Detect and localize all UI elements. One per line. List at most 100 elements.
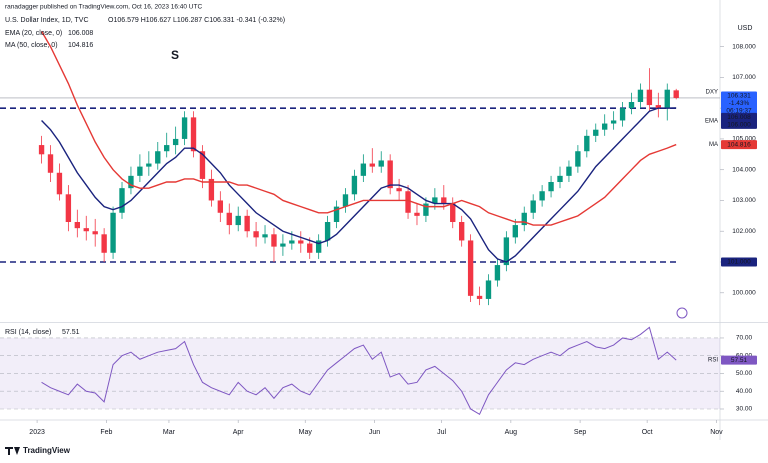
legend-value: 104.816 (68, 42, 93, 49)
price-tag-symbol: DXY (706, 90, 718, 96)
candle-body (324, 222, 331, 241)
candle-body (664, 89, 670, 109)
candle-body (65, 194, 72, 222)
candle-body (289, 240, 295, 244)
x-tick-label: Jul (437, 429, 446, 436)
candle-body (575, 151, 581, 167)
candle-body (450, 203, 456, 222)
candle-body (530, 200, 536, 213)
x-tick-label: Oct (642, 429, 653, 436)
candle-body (217, 200, 224, 213)
candle-body (262, 234, 268, 238)
candle-body (387, 160, 393, 189)
candle-body (235, 215, 241, 226)
candle-body (119, 188, 125, 213)
currency-label: USD (738, 25, 753, 32)
candle-body (423, 203, 429, 216)
rsi-tag-label: RSI (708, 358, 718, 364)
y-tick-label: 103.000 (732, 197, 756, 204)
price-tag-text: 106.331 (727, 93, 751, 100)
price-tag (721, 140, 757, 150)
indicator-icon (676, 307, 688, 319)
plot: 100.000 101.000 102.000 103.000 104.000 105.0… (0, 30, 757, 436)
legend-name: MA (50, close, 0) (5, 42, 58, 49)
candle-body (190, 117, 197, 152)
price-tag (721, 91, 757, 115)
y-tick-label: 107.000 (732, 74, 756, 81)
rsi-legend-value: 57.51 (62, 329, 80, 336)
candle-body (602, 123, 608, 130)
source-line: ranadagger published on TradingView.com,… (5, 4, 202, 11)
candle-body (548, 182, 554, 192)
candle-body (467, 240, 474, 296)
candle-body (101, 234, 107, 253)
candle-body (512, 225, 518, 238)
candle-body (155, 151, 161, 164)
candle-body (172, 138, 179, 146)
x-tick-label: Nov (710, 429, 723, 436)
candle-body (342, 194, 349, 207)
candle-body (432, 197, 438, 204)
price-tag-text: -1.43% (729, 100, 750, 107)
price-tag-text: 104.816 (727, 141, 751, 148)
annotation: S (171, 48, 179, 62)
candle-body (637, 89, 644, 102)
candle-body (164, 145, 170, 152)
price-tag-text: 106.008 (727, 114, 751, 121)
candle-body (441, 197, 447, 204)
candle-body (199, 151, 206, 179)
footer-logo: TradingView (23, 446, 71, 455)
candle-body (646, 89, 653, 106)
legend-name: EMA (20, close, 0) (5, 30, 62, 37)
candle-body (521, 212, 527, 226)
candle-body (244, 215, 250, 232)
candle-body (47, 154, 54, 173)
y-tick-label: 102.000 (732, 228, 756, 235)
candle-body (146, 163, 152, 167)
x-tick-label: Aug (505, 429, 518, 436)
candle-body (494, 265, 501, 281)
candle-body (405, 191, 411, 213)
price-tag (721, 112, 757, 129)
candle-body (110, 212, 116, 253)
x-tick-label: Jun (369, 429, 380, 436)
x-tick-label: May (299, 429, 313, 436)
indicator-line (40, 30, 677, 226)
candle-body (503, 237, 510, 266)
x-tick-label: 2023 (29, 429, 45, 436)
price-tag-text: 06:19:37 (726, 108, 752, 115)
ma-tag-label: MA (709, 142, 718, 148)
candle-body (619, 108, 626, 121)
y-tick-label: 50.00 (736, 370, 753, 377)
candle-body (298, 240, 304, 244)
y-tick-label: 104.000 (732, 166, 756, 173)
candle-body (92, 231, 98, 235)
candle-body (458, 222, 465, 241)
y-tick-label: 105.000 (732, 136, 756, 143)
candle-body (315, 240, 322, 253)
candle-body (414, 212, 420, 216)
candle-body (485, 280, 492, 299)
x-tick-label: Apr (233, 429, 245, 436)
candle-body (307, 243, 313, 253)
y-tick-label: 100.000 (732, 289, 756, 296)
candle-body (396, 188, 402, 192)
candle-body (333, 206, 340, 222)
y-tick-label: 70.00 (736, 335, 753, 342)
legend-value: 106.008 (68, 30, 93, 37)
candle-body (369, 163, 375, 167)
candle-body (253, 231, 259, 238)
price-tag-text: 101.000 (727, 259, 751, 266)
candle-body (226, 212, 232, 226)
candle-body (378, 160, 384, 167)
candle-body (83, 228, 89, 232)
price-tag-text: 106.000 (727, 122, 751, 129)
candle-body (584, 135, 590, 152)
ema-tag-label: EMA (705, 118, 718, 124)
y-tick-label: 40.00 (736, 388, 753, 395)
candle-body (628, 102, 635, 109)
candle-body (271, 234, 277, 247)
candle-body (137, 166, 143, 176)
candle-body (351, 175, 358, 195)
